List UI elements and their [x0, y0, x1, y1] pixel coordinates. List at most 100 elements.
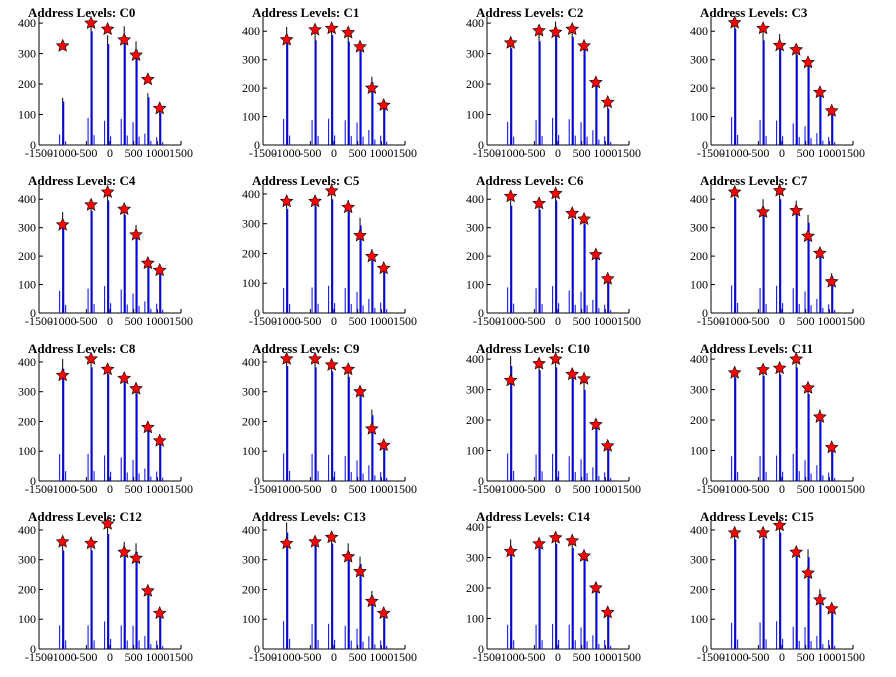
x-tick-label: 1500 [617, 650, 641, 664]
panel-4: Address Levels: C4 0 100 200 300 400 -1500-100… [18, 173, 193, 328]
peak-marker-star [279, 536, 294, 550]
peak-marker-star [84, 15, 98, 30]
peak-marker-star [772, 518, 787, 532]
y-tick-label: 100 [18, 278, 36, 292]
peak-marker-star [84, 197, 98, 211]
x-tick-label: -500 [75, 650, 97, 664]
y-tick-label: 400 [242, 187, 260, 201]
peak-marker-star [503, 544, 518, 558]
y-tick-label: 0 [254, 642, 260, 656]
peak-marker-star [353, 384, 367, 398]
y-tick-label: 300 [18, 385, 36, 399]
panel-title: Address Levels: C14 [476, 509, 590, 524]
peak-marker-star [341, 362, 356, 376]
peak-marker-star [55, 217, 70, 231]
x-tick-label: 0 [779, 650, 785, 664]
panel-title: Address Levels: C9 [252, 341, 360, 356]
peak-marker-star [364, 421, 379, 435]
y-tick-label: 100 [242, 444, 260, 458]
peak-marker-star [117, 201, 132, 215]
peak-marker-star [140, 583, 155, 597]
x-tick-label: -1000 [49, 482, 77, 496]
x-tick-label: 0 [107, 314, 113, 328]
peak-marker-star [84, 351, 98, 365]
x-tick-label: 1000 [145, 314, 169, 328]
peak-marker-star [588, 247, 603, 261]
panel-title: Address Levels: C1 [252, 5, 359, 20]
y-tick-label: 200 [690, 81, 708, 95]
y-tick-label: 100 [466, 108, 484, 122]
peak-marker-star [600, 605, 615, 619]
peak-marker-star [308, 22, 322, 36]
x-tick-label: 1500 [617, 482, 641, 496]
x-tick-label: -1000 [49, 314, 77, 328]
peak-marker-star [341, 200, 356, 214]
panel-10: Address Levels: C10 0 100 200 300 400 -1500-10… [466, 341, 641, 496]
peak-marker-star [756, 362, 770, 376]
y-tick-label: 200 [242, 81, 260, 95]
peak-marker-star [548, 24, 563, 39]
peak-marker-star [789, 42, 804, 56]
peak-marker-star [772, 38, 787, 52]
y-tick-label: 0 [254, 474, 260, 488]
x-tick-label: 0 [779, 314, 785, 328]
panel-title: Address Levels: C2 [476, 5, 583, 20]
y-tick-label: 400 [466, 192, 484, 206]
peak-marker-star [308, 534, 322, 548]
x-tick-label: 1500 [393, 650, 417, 664]
x-tick-label: 1000 [593, 314, 617, 328]
x-tick-label: 0 [555, 146, 561, 160]
peak-marker-star [577, 38, 591, 52]
peak-marker-star [565, 533, 580, 547]
x-tick-label: -500 [523, 314, 545, 328]
peak-marker-star [140, 72, 155, 86]
y-tick-label: 300 [690, 221, 708, 235]
y-tick-label: 200 [466, 77, 484, 91]
panel-title: Address Levels: C13 [252, 509, 366, 524]
peak-marker-star [140, 420, 155, 434]
peak-marker-star [756, 21, 770, 35]
peak-marker-star [117, 545, 132, 559]
x-tick-label: 500 [573, 482, 591, 496]
peak-marker-star [727, 184, 742, 199]
y-tick-label: 0 [30, 642, 36, 656]
peak-marker-star [588, 417, 603, 431]
panel-0: Address Levels: C0 0 100 200 300 400 -1500-100… [18, 5, 193, 160]
peak-marker-star [376, 261, 391, 275]
x-tick-label: 1000 [817, 314, 841, 328]
x-tick-label: 500 [573, 650, 591, 664]
y-tick-label: 300 [242, 217, 260, 231]
x-tick-label: 0 [331, 650, 337, 664]
x-tick-label: -1500 [473, 650, 501, 664]
peak-marker-star [503, 373, 518, 387]
peak-marker-star [548, 186, 563, 200]
peak-marker-star [279, 32, 294, 46]
panel-13: Address Levels: C13 0 100 200 300 400 -1500-10… [242, 509, 417, 664]
peak-marker-star [548, 351, 563, 366]
peak-marker-star [588, 580, 603, 594]
y-tick-label: 100 [690, 278, 708, 292]
y-tick-label: 100 [242, 612, 260, 626]
peak-marker-star [801, 380, 815, 394]
x-tick-label: 500 [797, 482, 815, 496]
x-tick-label: 1500 [169, 482, 193, 496]
peak-marker-star [129, 550, 143, 565]
y-tick-label: 300 [466, 551, 484, 565]
x-tick-label: -1500 [25, 482, 53, 496]
y-tick-label: 300 [18, 47, 36, 61]
peak-marker-star [100, 21, 115, 36]
peak-marker-star [308, 194, 322, 208]
x-tick-label: -500 [299, 482, 321, 496]
panel-title: Address Levels: C11 [700, 341, 813, 356]
y-tick-label: 0 [30, 474, 36, 488]
y-tick-label: 400 [242, 24, 260, 38]
x-tick-label: 500 [573, 146, 591, 160]
peak-marker-star [129, 227, 143, 241]
peak-marker-star [824, 440, 839, 454]
x-tick-label: 1000 [593, 650, 617, 664]
x-tick-label: 500 [573, 314, 591, 328]
y-tick-label: 0 [254, 306, 260, 320]
x-tick-label: 1000 [145, 482, 169, 496]
peak-marker-star [364, 594, 379, 608]
